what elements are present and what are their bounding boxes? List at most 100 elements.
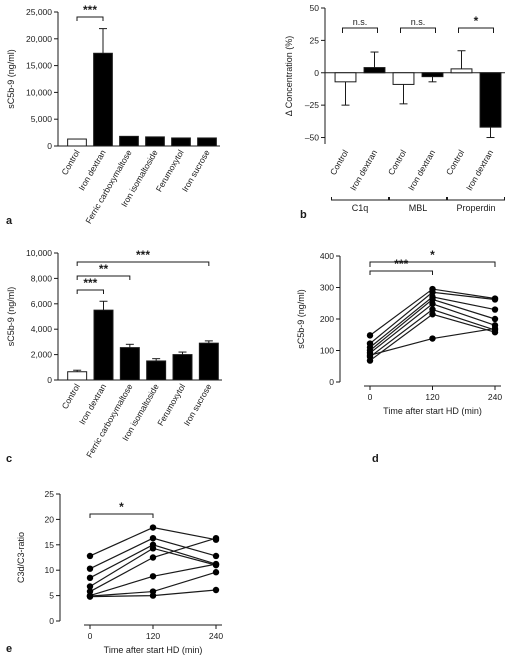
panel-d-y-tick-label: 200 [320,314,334,324]
panel-e-series-6-point [149,573,157,580]
panel-a-bar-2 [93,52,113,147]
panel-d-significance-label: *** [394,257,408,271]
panel-e-x-tick-label: 120 [146,631,160,641]
panel-e-series-8-point [212,586,220,594]
panel-d-series-7-point [366,357,374,364]
panel-a-y-tick-label: 25,000 [26,7,52,17]
panel-b-significance-bracket [400,27,436,33]
panel-c-bar-3 [119,347,140,381]
panel-a-y-tick-label: 0 [47,141,52,151]
panel-d-significance-bracket [369,270,433,275]
panel-d-y-tick-label: 0 [329,377,334,387]
panel-c-y-tick-label: 6,000 [31,299,53,309]
panel-d-series-4-point [429,296,436,303]
panel-e-y-tick-label: 20 [45,514,55,524]
panel-b-significance-label: n.s. [353,17,368,27]
panel-e-series-1-point [86,552,94,560]
panel-a-significance-label: *** [83,3,97,17]
panel-e-series-3-point [86,574,94,582]
panel-b-category-label: Iron dextran [348,148,379,193]
panel-e-series-8-point [86,593,94,600]
panel-a-y-tick-label: 5,000 [31,114,53,124]
panel-a-bar-5 [171,137,191,147]
panel-b-group-bracket [389,197,447,201]
panel-d-series-4-point [491,315,499,323]
panel-c-bar-2 [93,309,114,381]
panel-a-category-label: Ferric carboxymaltose [83,148,134,226]
panel-d-letter: d [372,453,379,465]
panel-d-series-1-point [366,332,374,339]
panel-b-significance-bracket [342,27,378,33]
panel-d-y-tick-label: 400 [320,251,334,261]
panel-c-y-axis-label: sC5b-9 (ng/ml) [6,287,16,347]
panel-b-bar-3 [392,72,415,85]
panel-d-series-5-point [429,300,436,308]
panel-c-y-tick-label: 10,000 [26,248,52,258]
panel-d-series-6-point [429,306,436,313]
panel-b-bar-1 [334,72,357,83]
panel-c-y-tick-label: 4,000 [31,324,53,334]
panel-b-y-tick-label: –25 [305,100,319,110]
panel-e-series-4-point [86,583,94,590]
panel-c-significance-bracket [76,289,104,294]
panel-d-series-7-point [429,311,436,318]
panel-b-category-label: Iron dextran [464,148,495,193]
panel-b-group-label: Properdin [456,203,495,213]
panel-e-series-6-point [212,560,220,568]
panel-c-significance-label: *** [83,276,97,290]
panel-c-category-label: Iron sucrose [182,382,214,428]
panel-e-x-tick-label: 240 [209,631,223,641]
panel-d-series-8-point [366,352,374,359]
panel-e-series-5-point [149,554,157,561]
panel-b-category-label: Iron dextran [406,148,437,193]
panel-b-bar-4 [421,72,444,78]
panel-e-significance-label: * [119,500,124,514]
panel-c-category-label: Ferric carboxymaltose [84,382,135,460]
panel-e-series-2-point [212,552,220,560]
panel-b-significance-label: * [474,14,479,28]
panel-e-series-8-point [149,592,157,599]
panel-e-y-tick-label: 15 [45,540,55,550]
panel-c-y-tick-label: 8,000 [31,273,53,283]
panel-b-y-tick-label: 25 [310,35,320,45]
panel-a-significance-bracket [76,16,104,21]
panel-a-y-tick-label: 20,000 [26,34,52,44]
panel-a-y-tick-label: 10,000 [26,87,52,97]
panel-b-group-bracket [331,197,389,201]
panel-c-category-label: Control [60,382,82,411]
panel-e-y-tick-label: 0 [49,616,54,626]
panel-e-significance-bracket [89,513,154,518]
panel-a-y-axis-label: sC5b-9 (ng/ml) [6,49,16,109]
panel-c-significance-bracket [76,261,210,266]
panel-d-y-tick-label: 100 [320,346,334,356]
panel-d-x-tick-label: 240 [488,392,502,402]
panel-a-letter: a [6,215,13,227]
panel-e-series-4-point [149,545,157,552]
panel-c-significance-label: *** [136,248,150,262]
panel-c-bar-1 [67,371,88,381]
panel-e-series-5-point [212,534,220,542]
panel-e-series-2-point [86,565,94,572]
panel-d-y-axis-label: sC5b-9 (ng/ml) [296,289,306,349]
panel-d-series-3-point [491,306,499,313]
panel-d-significance-label: * [430,248,435,262]
panel-e-x-tick-label: 0 [88,631,93,641]
panel-e-series-2-point [149,534,157,542]
panel-d-series-2-point [491,296,499,303]
panel-e-letter: e [6,643,12,655]
panel-c-bar-4 [146,360,167,381]
panel-c-significance-bracket [76,275,131,280]
panel-b-y-tick-label: –50 [305,133,319,143]
panel-b-bar-2 [363,67,386,74]
panel-b-significance-bracket [458,27,494,33]
panel-e-y-tick-label: 5 [49,591,54,601]
panel-e-series-1-point [149,524,157,531]
panel-b-bar-5 [450,68,473,74]
panel-b-significance-label: n.s. [411,17,426,27]
panel-e-series-7-point [212,569,220,576]
panel-a-bar-6 [197,137,217,147]
panel-e-x-axis-label: Time after start HD (min) [104,645,203,655]
panel-c-y-tick-label: 2,000 [31,350,53,360]
panel-b-y-axis-label: Δ Concentration (%) [284,36,294,117]
panel-d-series-2-point [429,289,436,296]
